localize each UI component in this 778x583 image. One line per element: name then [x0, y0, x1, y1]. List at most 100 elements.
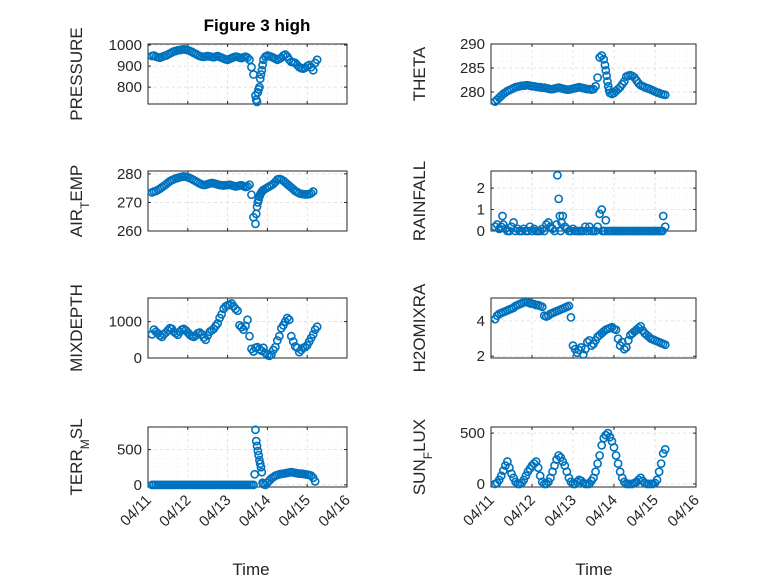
data-point — [601, 66, 611, 75]
data-point — [619, 77, 629, 86]
y-tick-label: 280 — [460, 84, 485, 101]
y-tick-label: 1 — [477, 202, 485, 219]
subplot-sun-flux: 0 500 04/11 04/12 04/13 04/14 04/15 04/16 SUNFLU… — [410, 419, 703, 531]
data-point — [256, 70, 266, 79]
data-point — [595, 451, 605, 460]
data-point — [250, 469, 260, 479]
data-point — [552, 220, 561, 229]
data-point — [498, 220, 508, 229]
data-point — [580, 222, 590, 232]
axes-box — [147, 170, 348, 232]
y-tick-label: 2 — [477, 348, 485, 365]
data-point — [253, 446, 263, 456]
y-axis-label: THETA — [410, 46, 429, 101]
data-point — [541, 479, 551, 489]
x-axis-label-right: Time — [575, 560, 612, 579]
data-point — [527, 226, 537, 236]
y-axis-label-part: SL — [67, 418, 86, 439]
data-point — [600, 60, 610, 70]
data-point — [597, 205, 607, 214]
data-point — [498, 211, 507, 221]
data-point — [554, 194, 564, 204]
data-point — [654, 467, 664, 477]
y-axis-label-part: PRESSURE — [67, 27, 86, 121]
data-point — [572, 477, 582, 487]
y-tick-label: 285 — [460, 60, 485, 77]
data-point — [255, 74, 265, 84]
data-point — [496, 471, 506, 481]
subplot-mixdepth: 0 1000 MIXDEPTH — [67, 284, 348, 372]
y-tick-label: 290 — [460, 36, 485, 53]
data-point — [587, 341, 596, 351]
subplot-h2omixra: 2 4 H2OMIXRA — [410, 283, 697, 372]
data-point — [537, 302, 547, 312]
axes-box — [490, 170, 697, 232]
data-point — [660, 222, 670, 232]
data-point — [255, 459, 265, 469]
y-axis-label-part: THETA — [410, 46, 429, 101]
x-axis-label-left: Time — [232, 560, 269, 579]
data-point — [245, 180, 254, 190]
y-tick-label: 900 — [117, 58, 142, 75]
data-point — [255, 82, 264, 92]
y-tick-label: 280 — [117, 166, 142, 183]
data-point — [593, 73, 602, 82]
data-point — [660, 444, 670, 454]
data-point — [252, 97, 262, 107]
data-point — [254, 450, 264, 460]
subplot-terr-msl: 0 500 04/11 04/12 04/13 04/14 04/15 04/16 TERRMS… — [67, 418, 354, 530]
y-tick-label: 4 — [477, 313, 485, 330]
data-point — [249, 70, 258, 79]
y-axis-label: TERRMSL — [67, 418, 92, 495]
data-point — [593, 222, 602, 232]
data-point — [601, 215, 611, 225]
y-tick-label: 500 — [460, 425, 485, 442]
y-axis-label: PRESSURE — [67, 27, 86, 121]
data-point — [247, 62, 256, 72]
y-axis-label: AIRTEMP — [67, 165, 92, 238]
data-point — [609, 442, 619, 452]
y-axis-label-part: AIR — [67, 209, 86, 237]
y-tick-label: 0 — [477, 223, 485, 240]
data-point — [558, 211, 568, 221]
data-point — [623, 335, 633, 345]
y-axis-label-subscript: F — [421, 452, 435, 459]
data-point — [245, 331, 254, 341]
data-point — [286, 331, 296, 341]
data-point — [249, 480, 258, 490]
figure-title: Figure 3 high — [204, 16, 311, 35]
data-point — [578, 350, 588, 359]
x-tick-label: 04/13 — [196, 492, 235, 531]
y-axis-label-part: RAINFALL — [410, 161, 429, 241]
data-point — [566, 226, 576, 236]
data-point — [231, 304, 240, 314]
data-point — [252, 441, 262, 451]
y-tick-label: 0 — [477, 476, 485, 493]
y-axis-label: SUNFLUX — [410, 419, 435, 495]
y-axis-label-subscript: M — [78, 439, 92, 449]
y-axis-label: RAINFALL — [410, 161, 429, 241]
subplot-pressure: 800 900 1000 PRESSURE — [67, 27, 348, 121]
y-tick-label: 260 — [117, 223, 142, 240]
data-point — [257, 467, 267, 477]
data-point — [257, 65, 267, 75]
data-point — [597, 440, 607, 450]
x-tick-label: 04/15 — [275, 492, 314, 531]
data-point — [591, 467, 600, 477]
data-point — [595, 209, 605, 219]
data-point — [310, 476, 320, 486]
data-point — [505, 226, 514, 236]
data-point — [272, 336, 282, 345]
x-tick-label: 04/14 — [582, 492, 621, 531]
data-point — [247, 190, 256, 200]
y-tick-label: 270 — [117, 194, 142, 211]
data-point — [582, 226, 592, 236]
data-point — [274, 331, 284, 341]
data-point — [251, 425, 260, 435]
data-point — [517, 226, 527, 236]
data-point — [599, 54, 609, 64]
data-point — [658, 211, 668, 221]
data-point — [566, 313, 576, 322]
x-tick-label: 04/11 — [460, 492, 498, 530]
y-axis-label-part: H2OMIXRA — [410, 283, 429, 372]
